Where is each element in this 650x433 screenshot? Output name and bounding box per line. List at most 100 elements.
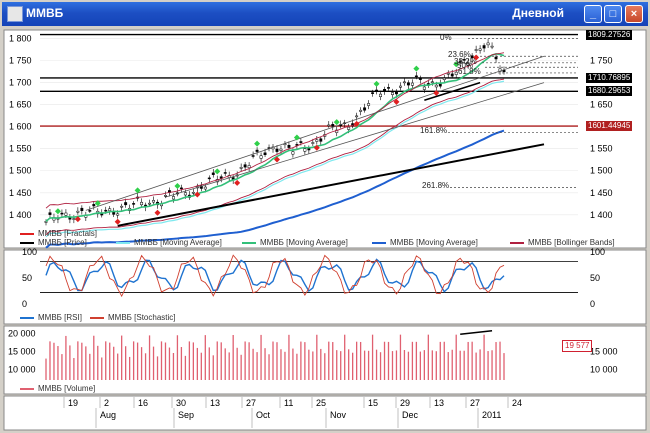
price-candle bbox=[375, 89, 379, 93]
price-candle bbox=[199, 185, 203, 189]
fibonacci-label: 161.8% bbox=[420, 126, 448, 136]
legend-label: ММВБ [Volume] bbox=[38, 384, 96, 393]
x-axis-panel bbox=[3, 395, 647, 431]
x-axis-month-label: Dec bbox=[402, 410, 419, 420]
x-axis-month-label: Nov bbox=[330, 410, 347, 420]
x-axis-day-label: 27 bbox=[470, 398, 480, 408]
price-candle bbox=[311, 142, 315, 144]
x-axis-day-label: 16 bbox=[138, 398, 148, 408]
price-candle bbox=[279, 148, 283, 151]
legend-swatch bbox=[20, 241, 34, 244]
price-candle bbox=[219, 176, 223, 179]
legend-entry: ММВБ [Moving Average] bbox=[116, 238, 222, 247]
price-candle bbox=[466, 62, 470, 66]
legend-entry: ММВБ [Stochastic] bbox=[90, 313, 176, 322]
price-candle bbox=[104, 209, 108, 212]
price-candle bbox=[347, 126, 351, 130]
price-candle bbox=[191, 192, 195, 194]
legend-swatch bbox=[510, 241, 524, 244]
price-candle bbox=[60, 212, 64, 215]
level-label: 1710.76895 bbox=[586, 72, 633, 83]
price-candle bbox=[171, 196, 175, 200]
osc-y-tick-right: 0 bbox=[590, 299, 595, 309]
price-candle bbox=[92, 204, 96, 207]
legend-label: ММВБ [Stochastic] bbox=[108, 313, 176, 322]
window-title: ММВБ bbox=[26, 6, 64, 20]
fractal-up-marker bbox=[54, 208, 61, 215]
legend-label: ММВБ [Bollinger Bands] bbox=[528, 238, 615, 247]
price-candle bbox=[371, 92, 375, 94]
x-axis-day-label: 29 bbox=[400, 398, 410, 408]
price-candle bbox=[391, 92, 394, 95]
price-candle bbox=[64, 212, 68, 216]
legend-entry: ММВБ [Price] bbox=[20, 238, 87, 247]
price-y-tick-label: 1 800 bbox=[9, 34, 32, 44]
legend-swatch bbox=[372, 241, 386, 244]
level-label: 1601.44945 bbox=[586, 121, 633, 132]
x-axis-day-label: 19 bbox=[68, 398, 78, 408]
fractal-up-marker bbox=[373, 80, 380, 87]
price-candle bbox=[275, 148, 279, 152]
fractal-up-marker bbox=[214, 168, 221, 175]
rsi-line bbox=[45, 258, 505, 293]
legend-entry: ММВБ [Bollinger Bands] bbox=[510, 238, 615, 247]
fibonacci-label: 50% bbox=[457, 61, 474, 71]
price-y-tick-label: 1 550 bbox=[9, 144, 32, 154]
price-candle bbox=[446, 73, 450, 75]
legend-swatch bbox=[20, 232, 34, 235]
x-axis-day-label: 25 bbox=[316, 398, 326, 408]
price-candle bbox=[482, 45, 486, 49]
stochastic-line bbox=[45, 254, 505, 298]
fractal-down-marker bbox=[74, 216, 81, 223]
price-candle bbox=[450, 73, 454, 77]
price-candle bbox=[434, 84, 438, 88]
x-axis-day-label: 27 bbox=[246, 398, 256, 408]
fractal-down-marker bbox=[114, 218, 121, 225]
fractal-down-marker bbox=[353, 120, 360, 127]
osc-y-tick-label: 100 bbox=[22, 247, 37, 257]
legend-entry: ММВБ [Fractals] bbox=[20, 229, 97, 238]
volume-y-tick-label: 10 000 bbox=[8, 364, 36, 374]
level-label: 1680.29653 bbox=[586, 86, 633, 97]
price-candle bbox=[183, 192, 187, 196]
x-axis-month-label: 2011 bbox=[482, 410, 501, 420]
price-candle bbox=[259, 155, 263, 159]
legend-label: ММВБ [Moving Average] bbox=[390, 238, 478, 247]
fractal-up-marker bbox=[94, 200, 101, 207]
price-candle bbox=[331, 124, 335, 127]
price-candle bbox=[247, 165, 251, 169]
x-axis-day-label: 30 bbox=[176, 398, 186, 408]
price-y-tick-right: 1 550 bbox=[590, 144, 613, 154]
price-candle bbox=[490, 45, 494, 48]
legend-swatch bbox=[116, 241, 130, 244]
price-candle bbox=[295, 144, 299, 146]
title-bar[interactable]: ММВБ Дневной _ □ × bbox=[2, 2, 648, 26]
price-candle bbox=[72, 218, 76, 220]
fibonacci-label: 261.8% bbox=[422, 181, 450, 191]
price-candle bbox=[291, 151, 295, 155]
close-button[interactable]: × bbox=[625, 5, 643, 23]
price-candle bbox=[243, 164, 247, 168]
fractal-down-marker bbox=[234, 179, 241, 186]
price-candle bbox=[470, 55, 474, 59]
price-candle bbox=[383, 88, 386, 92]
trend-support-line bbox=[117, 143, 545, 227]
price-candle bbox=[132, 203, 136, 205]
volume-y-tick-right: 10 000 bbox=[590, 364, 618, 374]
price-y-tick-label: 1 500 bbox=[9, 166, 32, 176]
legend-swatch bbox=[20, 316, 34, 319]
x-axis-day-label: 13 bbox=[210, 398, 220, 408]
price-candle bbox=[367, 103, 371, 106]
price-candle bbox=[124, 202, 128, 206]
price-candle bbox=[462, 59, 466, 61]
x-axis-day-label: 13 bbox=[434, 398, 444, 408]
price-candle bbox=[502, 70, 506, 73]
minimize-button[interactable]: _ bbox=[584, 5, 602, 23]
maximize-button[interactable]: □ bbox=[604, 5, 622, 23]
price-candle bbox=[263, 152, 267, 156]
price-candle bbox=[203, 186, 207, 190]
osc-y-tick-label: 50 bbox=[22, 273, 32, 283]
osc-y-tick-right: 50 bbox=[590, 273, 600, 283]
